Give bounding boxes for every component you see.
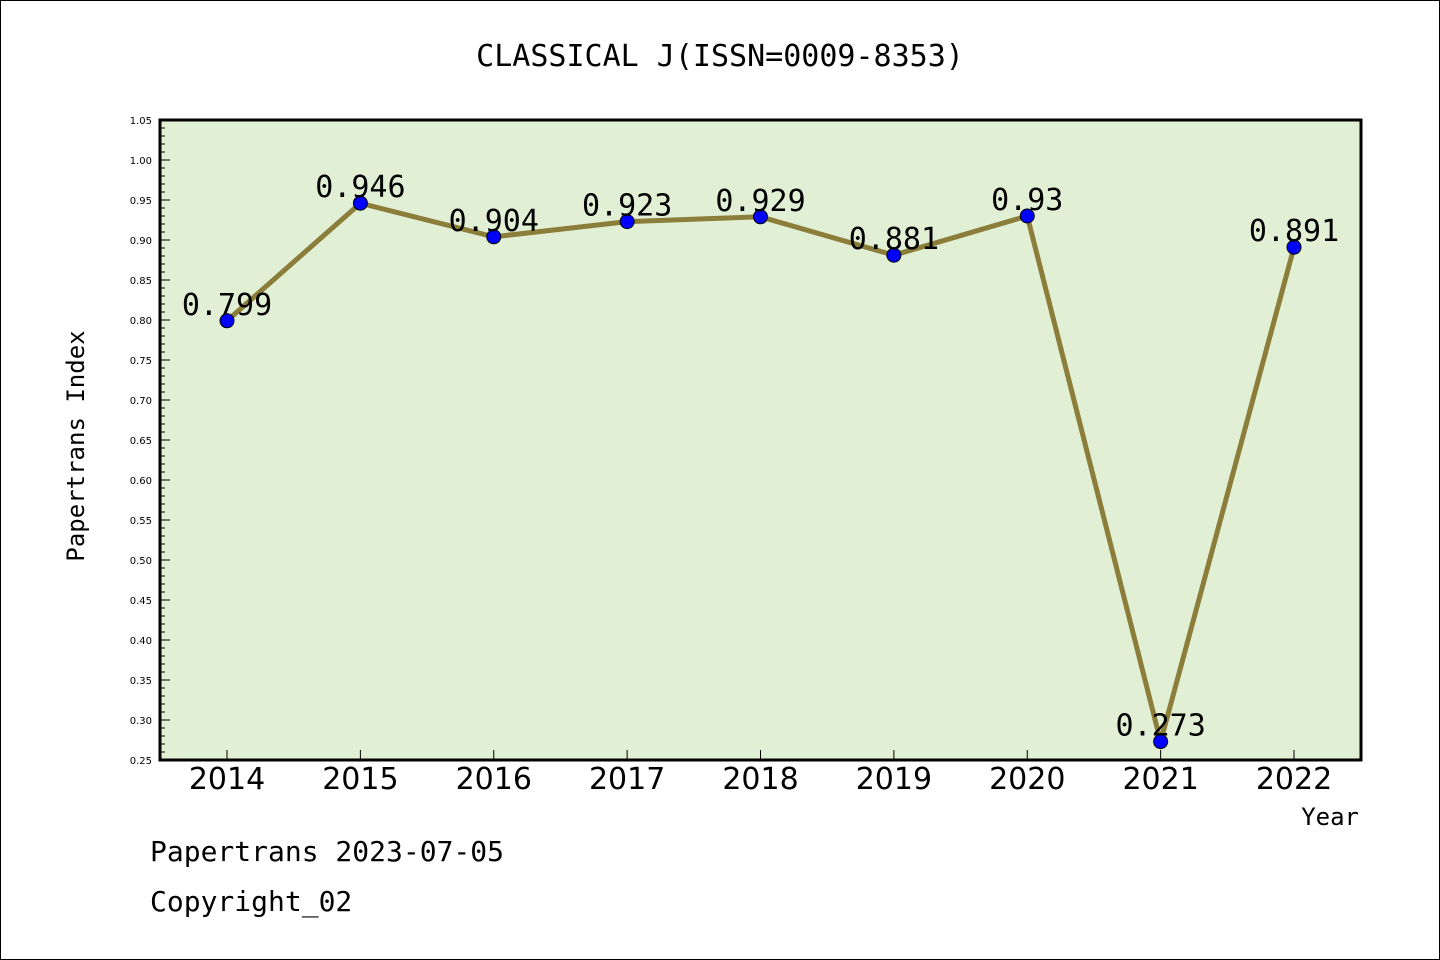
y-tick-label: 0.65 [130,436,152,447]
y-axis-label: Papertrans Index [62,330,90,561]
data-point [753,209,768,225]
x-tick-label: 2014 [189,762,265,797]
y-tick-label: 0.95 [130,196,152,207]
data-label: 0.93 [991,183,1063,218]
y-tick-label: 0.35 [130,676,152,687]
data-label: 0.891 [1249,214,1339,249]
x-tick-label: 2022 [1256,762,1332,797]
y-tick-label: 0.85 [130,276,152,287]
data-point [219,313,235,329]
x-tick-label: 2015 [322,762,398,797]
y-tick-label: 0.70 [130,396,152,407]
y-tick-label: 0.45 [130,596,152,607]
y-tick-label: 1.05 [130,116,152,127]
data-point [1286,239,1302,255]
y-tick-label: 0.50 [130,556,152,567]
chart-title: CLASSICAL J(ISSN=0009-8353) [476,39,964,74]
y-tick-label: 0.25 [130,756,152,767]
y-tick-label: 1.00 [130,156,152,167]
x-tick-label: 2019 [856,762,932,797]
data-point [1153,734,1169,750]
data-label: 0.946 [315,170,405,205]
data-label: 0.929 [715,184,805,219]
x-axis-label: Year [1301,803,1359,831]
x-tick-label: 2017 [589,762,665,797]
y-tick-label: 0.30 [130,716,152,727]
data-label: 0.799 [182,288,272,323]
y-tick-label: 0.80 [130,316,152,327]
y-tick-label: 0.40 [130,636,152,647]
data-label: 0.923 [582,189,672,224]
data-point [352,195,368,211]
x-tick-label: 2020 [989,762,1065,797]
y-tick-label: 0.75 [130,356,152,367]
x-tick-label: 2018 [722,762,798,797]
data-label: 0.904 [449,204,539,239]
data-label: 0.273 [1115,709,1205,744]
x-tick-label: 2021 [1122,762,1198,797]
data-point [1019,208,1035,224]
y-tick-label: 0.55 [130,516,152,527]
footer-date: Papertrans 2023-07-05 [150,835,505,868]
data-point [886,247,902,263]
y-tick-label: 0.90 [130,236,152,247]
x-tick-label: 2016 [456,762,532,797]
data-point [486,229,502,245]
y-tick-label: 0.60 [130,476,152,487]
plot-area [158,118,1363,762]
data-point [619,214,635,230]
data-label: 0.881 [849,222,939,257]
footer-copyright: Copyright_02 [150,885,353,918]
